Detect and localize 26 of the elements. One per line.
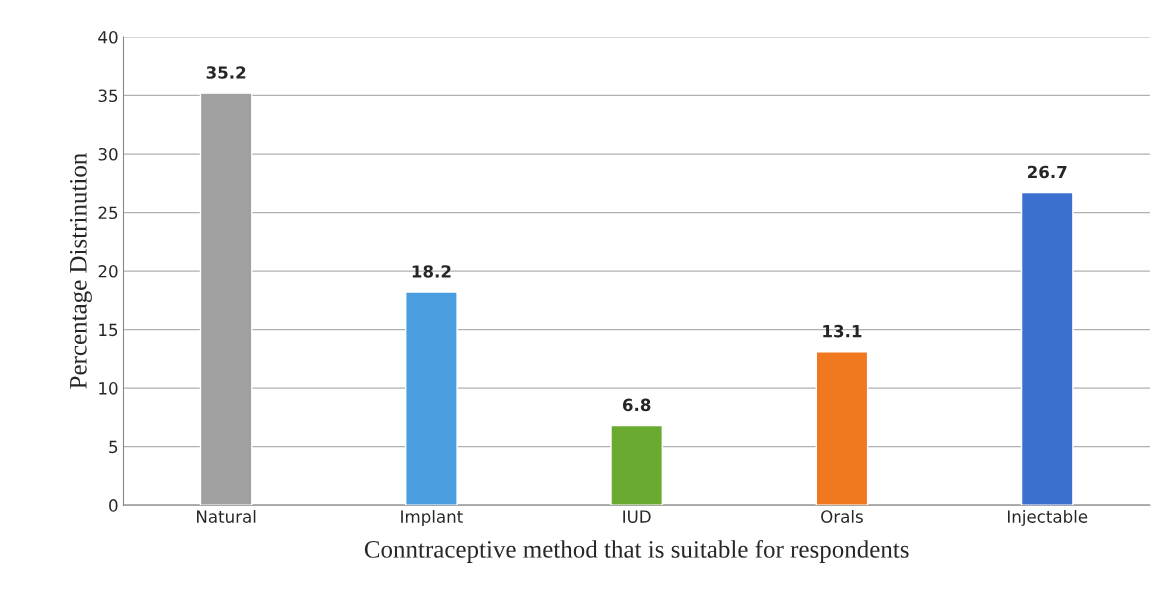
data-label: 35.2 (206, 66, 246, 79)
bar (199, 92, 253, 506)
y-tick-label: 25 (98, 206, 118, 220)
x-axis-title: Conntraceptive method that is suitable for respondents (364, 540, 909, 563)
y-tick-label: 30 (98, 147, 118, 161)
y-tick-label: 0 (109, 499, 118, 512)
data-label: 6.8 (622, 398, 651, 412)
bar (1020, 191, 1074, 506)
y-tick-label: 5 (109, 440, 118, 454)
x-tick-label: Injectable (1007, 509, 1088, 527)
x-tick-label: IUD (623, 510, 651, 523)
data-label: 26.7 (1027, 165, 1067, 179)
x-tick-label: Implant (401, 509, 463, 527)
y-tick-label: 15 (99, 323, 118, 337)
y-tick-label: 40 (98, 30, 118, 44)
bar (405, 291, 458, 506)
bar (610, 424, 664, 506)
y-axis-title: Percentage Distrinution (69, 153, 92, 389)
x-tick-label: Natural (197, 509, 256, 523)
data-label: 18.2 (412, 265, 451, 278)
data-label: 13.1 (823, 324, 862, 338)
y-tick-label: 20 (98, 265, 118, 278)
bar (815, 351, 869, 506)
x-tick-label: Orals (821, 509, 863, 523)
y-tick-label: 35 (98, 89, 118, 103)
y-tick-label: 10 (99, 382, 118, 395)
